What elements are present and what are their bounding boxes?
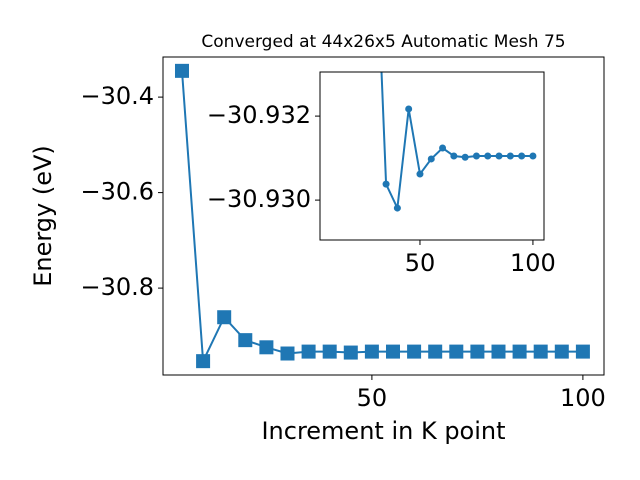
marker	[427, 155, 435, 163]
axes-frame	[162, 56, 605, 376]
marker	[301, 344, 316, 359]
marker	[382, 180, 390, 188]
y-axis-label: Energy (eV)	[29, 145, 57, 287]
marker	[364, 344, 379, 359]
marker	[554, 344, 569, 359]
x-tick-label: 100	[560, 384, 606, 412]
marker	[495, 152, 503, 160]
marker	[533, 344, 548, 359]
plot-content	[174, 63, 590, 369]
plot-content	[380, 72, 537, 212]
marker	[174, 63, 189, 78]
marker	[470, 344, 485, 359]
x-tick-label: 100	[510, 249, 556, 277]
y-tick-label: −30.930	[207, 185, 311, 213]
y-tick-label: −30.932	[207, 101, 311, 129]
marker	[238, 333, 253, 348]
marker	[449, 344, 464, 359]
marker	[280, 346, 295, 361]
marker	[506, 152, 514, 160]
marker	[529, 152, 537, 160]
marker	[385, 344, 400, 359]
marker	[491, 344, 506, 359]
marker	[322, 344, 337, 359]
x-axis-label: Increment in K point	[261, 417, 505, 445]
marker	[461, 153, 469, 161]
marker	[472, 152, 480, 160]
marker	[484, 152, 492, 160]
marker	[259, 340, 274, 355]
chart-title: Converged at 44x26x5 Automatic Mesh 75	[201, 32, 565, 52]
y-tick-label: −30.8	[80, 273, 154, 301]
marker	[428, 344, 443, 359]
marker	[407, 344, 422, 359]
y-tick-label: −30.4	[80, 82, 154, 110]
axes-frame	[319, 71, 545, 241]
x-tick-label: 50	[357, 384, 388, 412]
marker	[512, 344, 527, 359]
marker	[518, 152, 526, 160]
marker	[575, 344, 590, 359]
y-tick-label: −30.6	[80, 178, 154, 206]
x-tick-label: 50	[405, 249, 436, 277]
marker	[217, 310, 232, 325]
marker	[393, 204, 401, 212]
marker	[439, 144, 447, 152]
marker	[416, 170, 424, 178]
marker	[196, 354, 211, 369]
marker	[450, 152, 458, 160]
marker	[343, 345, 358, 360]
marker	[405, 105, 413, 113]
